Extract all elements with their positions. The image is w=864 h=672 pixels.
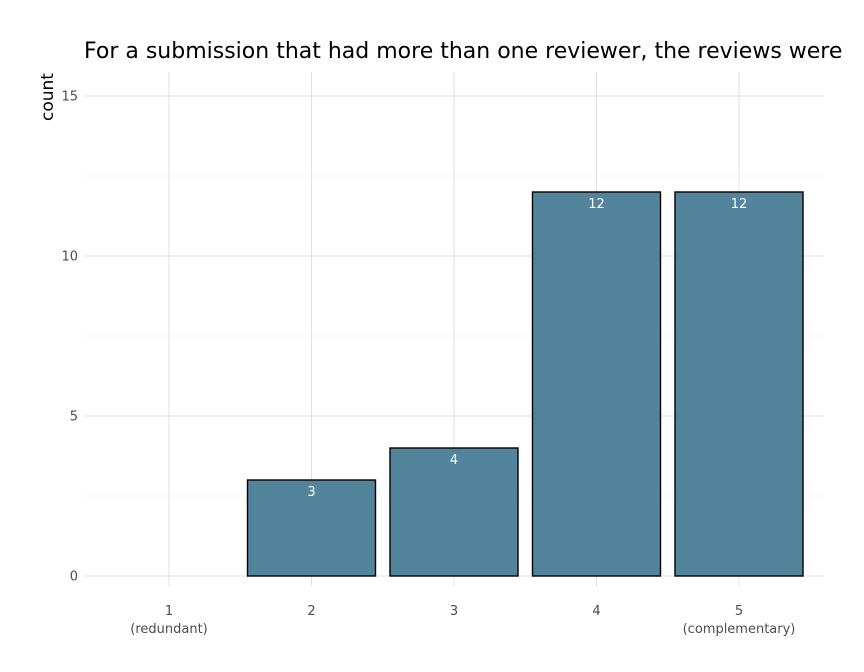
x-tick-sublabel-5: (complementary) (683, 622, 796, 637)
bar-2 (246, 479, 377, 577)
x-axis-ticks: 1 (redundant) 2 3 4 5 (complementary) (130, 604, 795, 637)
x-tick-label-3: 3 (450, 604, 458, 619)
y-tick-label-10: 10 (61, 250, 78, 265)
data-label-2: 3 (307, 485, 315, 500)
x-tick-label-5: 5 (735, 604, 743, 619)
data-label-5: 12 (731, 197, 748, 212)
y-axis-ticks: 0 5 10 15 (61, 90, 78, 585)
y-tick-label-15: 15 (61, 90, 78, 105)
y-tick-label-5: 5 (70, 410, 78, 425)
bar-5 (674, 191, 804, 577)
data-labels: 3 4 12 12 (307, 197, 747, 500)
x-tick-label-1: 1 (165, 604, 173, 619)
data-label-4: 12 (588, 197, 605, 212)
y-axis-label: count (38, 73, 58, 121)
bars (246, 191, 804, 577)
x-tick-label-4: 4 (592, 604, 600, 619)
bar-3 (389, 447, 519, 577)
x-tick-sublabel-1: (redundant) (130, 622, 208, 637)
x-tick-label-2: 2 (307, 604, 315, 619)
bar-4 (531, 191, 662, 577)
y-tick-label-0: 0 (70, 570, 78, 585)
chart-title: For a submission that had more than one … (84, 39, 842, 64)
data-label-3: 4 (450, 453, 458, 468)
